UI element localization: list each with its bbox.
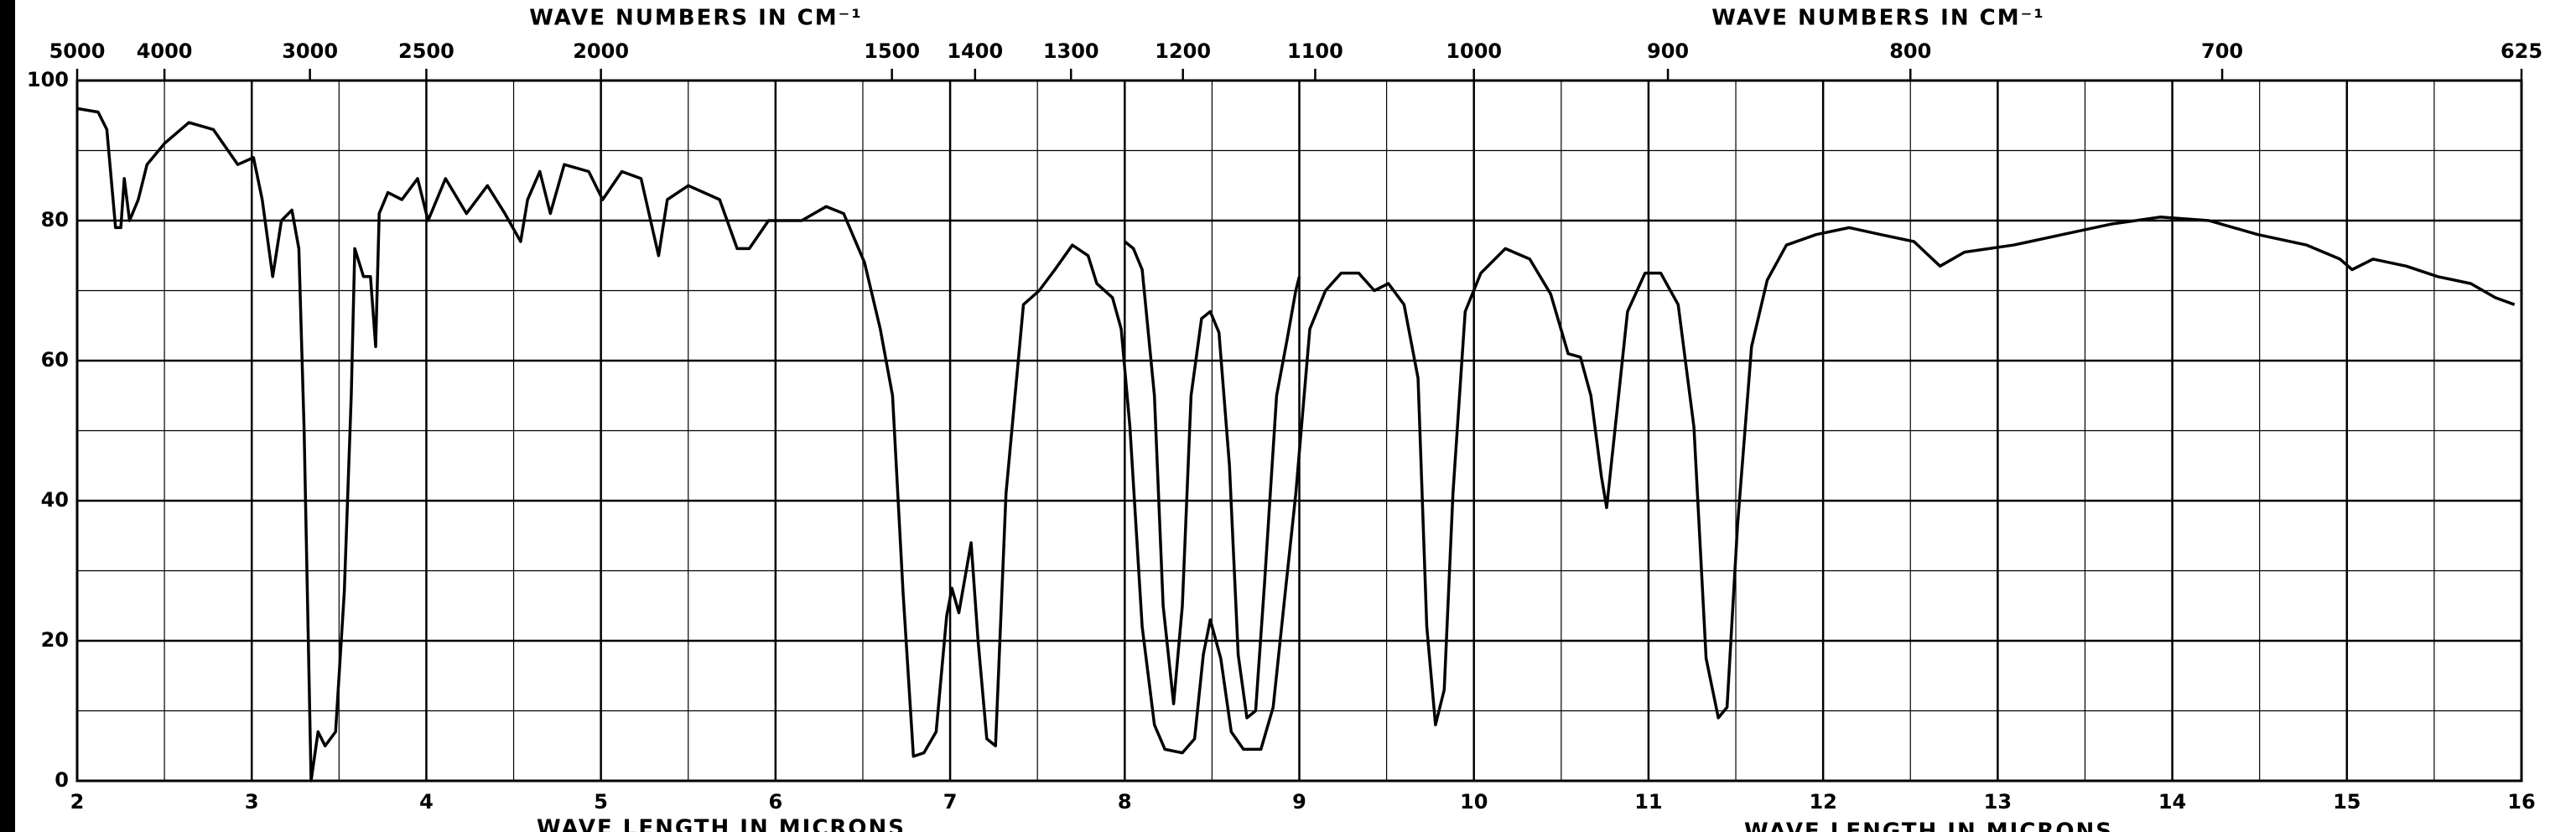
x2-tick-label: 1300 bbox=[1043, 39, 1099, 63]
x-tick-label: 3 bbox=[245, 790, 259, 814]
y-tick-label: 60 bbox=[41, 348, 69, 372]
x2-tick-label: 1100 bbox=[1287, 39, 1343, 63]
x2-tick-label: 2500 bbox=[398, 39, 454, 63]
bottom-axis-title: WAVE LENGTH IN MICRONS bbox=[537, 816, 906, 832]
x-tick-label: 6 bbox=[769, 790, 783, 814]
x2-tick-label: 900 bbox=[1647, 39, 1689, 63]
x2-tick-label: 2000 bbox=[573, 39, 629, 63]
x-tick-label: 8 bbox=[1118, 790, 1132, 814]
y-tick-label: 20 bbox=[41, 628, 69, 652]
x-tick-label: 5 bbox=[594, 790, 608, 814]
top-axis-title: WAVE NUMBERS IN CM⁻¹ bbox=[529, 6, 862, 31]
spectrum-line bbox=[76, 107, 2516, 783]
x2-tick-label: 5000 bbox=[49, 39, 106, 63]
x-tick-label: 11 bbox=[1634, 790, 1662, 814]
x-tick-label: 2 bbox=[70, 790, 85, 814]
y-tick-label: 100 bbox=[27, 68, 69, 91]
x-tick-label: 7 bbox=[943, 790, 958, 814]
x-tick-label: 9 bbox=[1292, 790, 1306, 814]
x2-tick-label: 1200 bbox=[1155, 39, 1211, 63]
x-tick-label: 12 bbox=[1809, 790, 1836, 814]
x-tick-label: 14 bbox=[2158, 790, 2186, 814]
x-tick-label: 13 bbox=[1984, 790, 2012, 814]
x2-tick-label: 1400 bbox=[947, 39, 1003, 63]
x2-tick-label: 1000 bbox=[1446, 39, 1502, 63]
x-tick-label: 15 bbox=[2333, 790, 2360, 814]
x2-tick-label: 1500 bbox=[864, 39, 920, 63]
plot-frame bbox=[75, 79, 2523, 783]
left-edge bbox=[0, 0, 15, 832]
y-tick-label: 40 bbox=[41, 488, 69, 512]
x2-tick-label: 4000 bbox=[137, 39, 193, 63]
x-tick-label: 16 bbox=[2507, 790, 2535, 814]
bottom-axis-title: WAVE LENGTH IN MICRONS bbox=[1744, 819, 2113, 832]
spectrum-line bbox=[1124, 240, 1301, 720]
x2-tick-label: 3000 bbox=[282, 39, 338, 63]
x2-tick-label: 800 bbox=[1889, 39, 1931, 63]
x-tick-label: 4 bbox=[419, 790, 434, 814]
top-axis-title: WAVE NUMBERS IN CM⁻¹ bbox=[1711, 6, 2044, 31]
x2-tick-label: 625 bbox=[2501, 39, 2542, 63]
y-tick-label: 80 bbox=[41, 208, 69, 231]
x2-tick-label: 700 bbox=[2201, 39, 2243, 63]
x-tick-label: 10 bbox=[1460, 790, 1488, 814]
y-tick-label: 0 bbox=[55, 768, 69, 792]
